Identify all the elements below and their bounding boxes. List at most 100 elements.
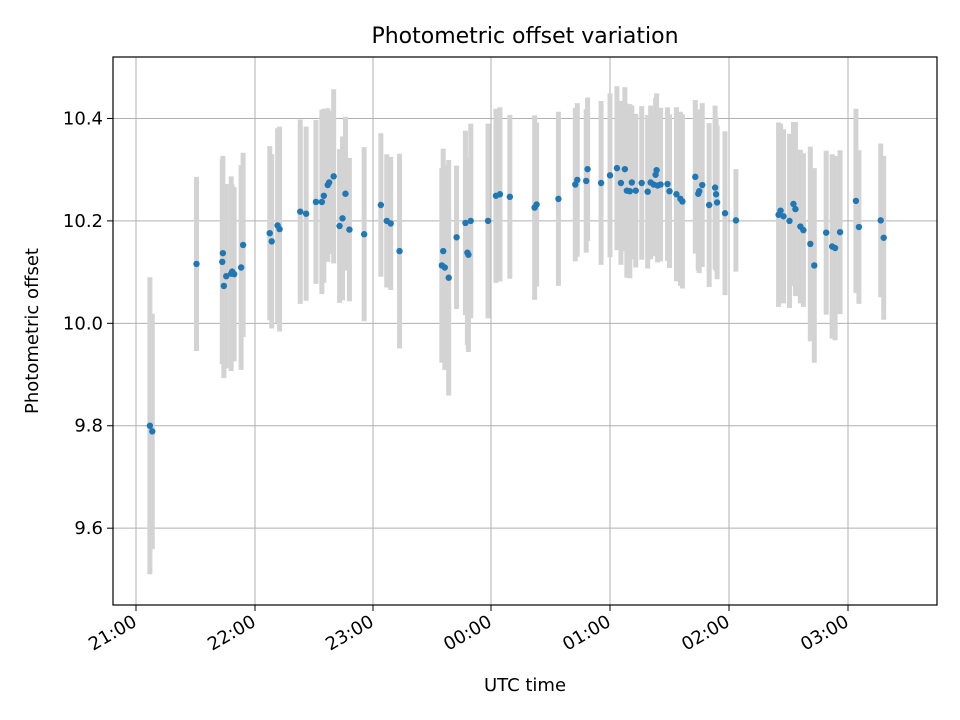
data-point: [638, 179, 645, 187]
data-point: [445, 274, 452, 281]
data-point: [584, 165, 591, 173]
data-point: [346, 226, 353, 233]
x-axis-label: UTC time: [484, 675, 566, 696]
data-point: [440, 247, 447, 255]
y-tick-label: 10.2: [63, 211, 103, 232]
data-point: [880, 234, 887, 241]
data-point: [330, 173, 337, 180]
x-tick-label: 23:00: [322, 611, 377, 655]
data-point: [583, 177, 590, 185]
data-point: [297, 208, 304, 215]
data-point: [632, 187, 639, 194]
data-point: [673, 191, 680, 198]
data-point: [325, 179, 333, 186]
data-point: [597, 179, 605, 187]
data-point: [441, 264, 448, 271]
data-point: [679, 198, 686, 205]
data-point: [146, 422, 154, 429]
data-point: [339, 215, 346, 222]
data-point: [336, 222, 343, 230]
x-tick-label: 03:00: [797, 611, 852, 655]
data-point: [617, 179, 625, 187]
data-point: [484, 217, 492, 225]
data-point: [239, 241, 247, 249]
y-tick-label: 9.6: [74, 518, 103, 539]
data-point: [276, 225, 283, 233]
data-point: [626, 187, 634, 195]
data-point: [268, 238, 275, 245]
data-point: [713, 199, 721, 206]
data-point: [807, 240, 814, 248]
x-tick-label: 02:00: [678, 611, 733, 655]
data-point: [657, 181, 664, 188]
data-point: [852, 197, 860, 205]
data-point: [628, 179, 636, 186]
point-layer: [146, 164, 887, 435]
data-point: [387, 220, 394, 227]
data-point: [193, 260, 200, 268]
grid-layer: [113, 57, 937, 605]
data-point: [711, 184, 719, 191]
data-point: [496, 191, 504, 198]
data-point: [712, 191, 720, 198]
y-tick-label: 9.8: [74, 416, 103, 437]
data-point: [790, 200, 797, 208]
x-tick-label: 21:00: [85, 611, 140, 655]
data-point: [811, 262, 818, 269]
data-point: [653, 166, 660, 174]
data-point: [237, 264, 245, 271]
data-point: [699, 181, 706, 189]
x-tick-label: 01:00: [559, 611, 614, 655]
data-point: [220, 282, 228, 290]
data-point: [320, 192, 328, 199]
data-point: [302, 210, 310, 217]
data-point: [666, 187, 673, 195]
data-point: [453, 234, 460, 241]
data-point: [692, 173, 699, 181]
chart-title: Photometric offset variation: [371, 24, 678, 49]
data-point: [732, 217, 740, 224]
data-point: [223, 273, 230, 280]
data-point: [555, 195, 562, 203]
data-point: [318, 198, 326, 206]
x-tick-label: 22:00: [204, 611, 259, 655]
data-point: [342, 190, 349, 197]
data-point: [800, 226, 807, 234]
data-point: [644, 188, 651, 195]
data-point: [877, 217, 884, 224]
data-point: [467, 217, 474, 225]
x-tick-label: 00:00: [440, 611, 495, 655]
data-point: [606, 172, 614, 179]
data-point: [792, 205, 799, 213]
y-tick-label: 10.0: [63, 313, 103, 334]
data-point: [533, 201, 540, 208]
data-point: [377, 201, 385, 209]
data-point: [613, 164, 621, 172]
data-point: [266, 229, 273, 237]
data-point: [506, 193, 514, 201]
data-point: [721, 210, 729, 217]
data-point: [855, 223, 863, 231]
y-tick-label: 10.4: [63, 108, 103, 129]
data-point: [696, 187, 703, 195]
data-point: [360, 231, 368, 238]
data-point: [705, 201, 713, 209]
plot-frame: [112, 56, 938, 606]
data-point: [831, 244, 839, 252]
data-point: [219, 258, 226, 266]
data-point: [312, 198, 320, 206]
data-point: [780, 213, 787, 220]
data-point: [664, 180, 671, 188]
y-axis-label: Photometric offset: [22, 248, 43, 414]
data-point: [465, 251, 472, 258]
data-point: [462, 219, 469, 227]
data-point: [219, 249, 227, 257]
data-point: [574, 176, 581, 184]
data-point: [396, 247, 403, 255]
data-point: [786, 217, 793, 225]
errorbar-layer: [147, 86, 887, 575]
data-point: [822, 229, 830, 236]
data-point: [230, 270, 238, 278]
